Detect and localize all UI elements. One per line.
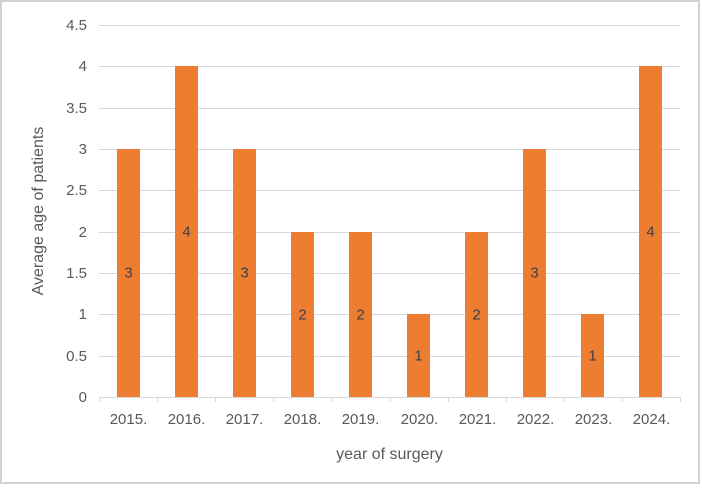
bar-data-label: 2 <box>298 306 307 323</box>
bar: 2 <box>465 232 488 397</box>
y-tick-label: 0.5 <box>66 348 87 365</box>
bar-data-label: 4 <box>182 223 191 240</box>
bar-data-label: 2 <box>472 306 481 323</box>
x-axis-tick <box>215 397 216 402</box>
y-tick-label: 3.5 <box>66 100 87 117</box>
bar: 3 <box>117 149 140 397</box>
x-axis-tick <box>273 397 274 402</box>
x-tick-label: 2021. <box>458 411 497 428</box>
y-axis-title: Average age of patients <box>30 126 47 296</box>
x-tick-label: 2024. <box>632 411 671 428</box>
bar: 1 <box>581 314 604 397</box>
bar-data-label: 3 <box>124 264 133 282</box>
y-tick-label: 2.5 <box>66 182 87 199</box>
y-tick-label: 3 <box>78 141 87 158</box>
bar: 4 <box>175 66 198 397</box>
x-axis-tick <box>331 397 332 402</box>
gridline <box>99 273 680 274</box>
x-axis-tick <box>448 397 449 402</box>
bar: 3 <box>233 149 256 397</box>
x-tick-label: 2019. <box>341 411 380 428</box>
x-axis-tick <box>390 397 391 402</box>
y-tick-label: 2 <box>78 224 87 241</box>
x-tick-label: 2018. <box>283 411 322 428</box>
y-tick-label: 4.5 <box>66 17 87 34</box>
x-axis-tick <box>99 397 100 402</box>
bar-data-label: 1 <box>414 347 423 364</box>
x-tick-label: 2016. <box>167 411 206 428</box>
x-tick-label: 2022. <box>516 411 555 428</box>
x-tick-label: 2017. <box>225 411 264 428</box>
bar-data-label: 1 <box>588 347 597 364</box>
bar: 1 <box>407 314 430 397</box>
gridline <box>99 232 680 233</box>
x-axis-title: year of surgery <box>336 446 443 463</box>
y-tick-label: 1.5 <box>66 265 87 282</box>
x-axis-tick <box>564 397 565 402</box>
x-tick-label: 2020. <box>400 411 439 428</box>
x-tick-label: 2015. <box>109 411 148 428</box>
bar: 3 <box>523 149 546 397</box>
x-axis-tick <box>157 397 158 402</box>
bar-data-label: 3 <box>530 264 539 282</box>
y-tick-label: 0 <box>78 389 87 406</box>
plot-area: 0 0.5 1 1.5 2 2.5 3 3.5 4 4.5 3 2015. 4 2016. 3 2017. 2 2… <box>2 2 698 482</box>
x-axis-tick <box>506 397 507 402</box>
gridline <box>99 149 680 150</box>
gridline <box>99 66 680 67</box>
x-axis-tick <box>680 397 681 402</box>
gridline <box>99 108 680 109</box>
gridline <box>99 314 680 315</box>
y-tick-label: 1 <box>78 306 87 323</box>
bar-data-label: 3 <box>240 264 249 282</box>
gridline <box>99 25 680 26</box>
gridline <box>99 190 680 191</box>
y-tick-label: 4 <box>78 58 87 75</box>
gridline <box>99 356 680 357</box>
bar: 4 <box>639 66 662 397</box>
x-tick-label: 2023. <box>574 411 613 428</box>
bar-data-label: 2 <box>356 306 365 323</box>
bar-data-label: 4 <box>646 223 655 240</box>
bar: 2 <box>349 232 372 397</box>
x-axis-tick <box>622 397 623 402</box>
bar: 2 <box>291 232 314 397</box>
